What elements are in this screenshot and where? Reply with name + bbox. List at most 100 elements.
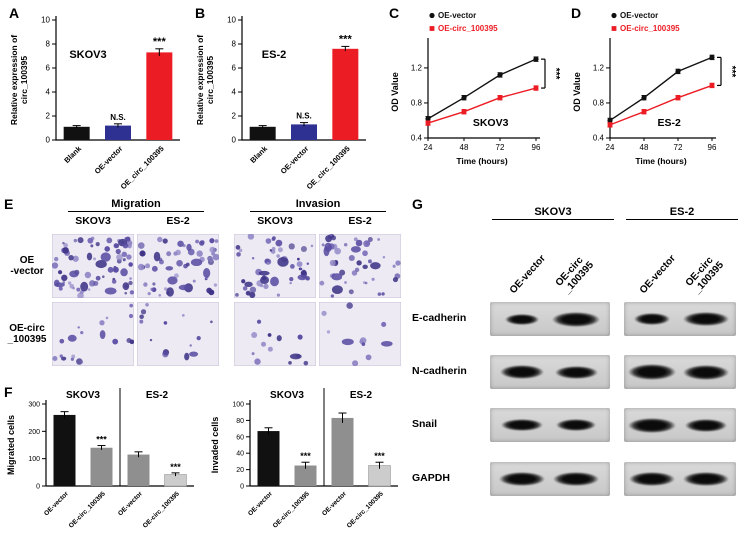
svg-text:Invaded cells: Invaded cells: [210, 417, 220, 474]
protein-band: [629, 472, 675, 486]
svg-text:0.8: 0.8: [593, 98, 605, 107]
svg-text:Relative expression of: Relative expression of: [195, 35, 205, 125]
svg-text:N.S.: N.S.: [110, 113, 126, 122]
transwell-image: [319, 234, 401, 298]
protein-band: [501, 419, 543, 431]
protein-band: [683, 472, 729, 486]
blot-row-label: E-cadherin: [412, 312, 467, 324]
panel-g: G SKOV3 ES-2 E-cadherin N-cadherin Snail GA…: [412, 196, 745, 540]
svg-text:Migrated cells: Migrated cells: [6, 415, 16, 475]
panel-e-label: E: [4, 196, 14, 212]
svg-text:OE-vector: OE-vector: [117, 490, 144, 517]
svg-text:OD Value: OD Value: [390, 72, 400, 112]
panel-f: F 0 100 200 300 OE-vector *** OE-circ_100395 OE…: [4, 384, 408, 540]
svg-text:***: ***: [550, 68, 561, 80]
svg-text:24: 24: [606, 143, 615, 152]
svg-text:OE-vector: OE-vector: [321, 490, 348, 517]
protein-band: [685, 418, 727, 432]
lane-label: OE-circ _100395: [553, 254, 597, 296]
transwell-image: [52, 234, 134, 298]
western-blot: [624, 408, 736, 442]
svg-text:6: 6: [232, 64, 237, 73]
svg-text:4: 4: [46, 88, 51, 97]
transwell-image: [52, 302, 134, 366]
svg-text:100: 100: [232, 402, 244, 409]
svg-text:0: 0: [240, 484, 244, 491]
western-blot: [490, 355, 610, 389]
panel-a-bar-chart: 0 2 4 6 8 10 Blank OE-vector OE_circ_100395 N.S. *…: [6, 4, 188, 196]
protein-band: [628, 417, 676, 433]
svg-text:0.4: 0.4: [411, 134, 423, 143]
panel-e-grid: Migration Invasion SKOV3 ES-2 SKOV3 ES-2: [52, 198, 406, 384]
svg-text:***: ***: [300, 451, 311, 461]
svg-text:0.4: 0.4: [593, 134, 605, 143]
svg-text:***: ***: [153, 36, 167, 48]
row-label-line: OE: [19, 255, 35, 266]
protein-band: [556, 419, 596, 431]
svg-text:48: 48: [460, 143, 469, 152]
panel-b-bar-chart: 0 2 4 6 8 10 Blank OE-vector OE_circ_100395 N.S. *…: [192, 4, 374, 196]
svg-text:B: B: [195, 5, 205, 21]
svg-text:SKOV3: SKOV3: [69, 49, 106, 61]
protein-band: [500, 365, 544, 379]
svg-text:OD Value: OD Value: [572, 72, 582, 112]
svg-text:2: 2: [232, 112, 237, 121]
svg-text:***: ***: [96, 435, 107, 445]
svg-text:200: 200: [28, 429, 40, 436]
blot-row-label: GAPDH: [412, 472, 450, 484]
col-header: ES-2: [348, 215, 372, 227]
blot-row-label: Snail: [412, 418, 438, 430]
svg-text:N.S.: N.S.: [296, 112, 312, 121]
row-label-oe-vector: OE -vector: [4, 255, 50, 277]
svg-text:Blank: Blank: [248, 143, 269, 164]
svg-text:SKOV3: SKOV3: [270, 390, 304, 401]
row-label-line: OE-circ: [9, 323, 45, 334]
protein-band: [499, 472, 545, 486]
svg-text:ES-2: ES-2: [262, 49, 286, 61]
svg-text:OE-vector: OE-vector: [43, 490, 70, 517]
svg-text:72: 72: [674, 143, 683, 152]
svg-text:ES-2: ES-2: [657, 117, 681, 129]
svg-text:circ_100395: circ_100395: [205, 56, 215, 104]
svg-text:SKOV3: SKOV3: [473, 117, 509, 129]
svg-text:0: 0: [232, 136, 237, 145]
transwell-image: [234, 302, 316, 366]
svg-text:20: 20: [236, 467, 244, 474]
es2-header: ES-2: [626, 206, 738, 220]
svg-text:60: 60: [236, 434, 244, 441]
svg-text:4: 4: [232, 88, 237, 97]
protein-band: [683, 364, 729, 380]
svg-text:circ_100395: circ_100395: [19, 56, 29, 104]
protein-band: [628, 364, 676, 380]
svg-text:***: ***: [339, 33, 353, 45]
svg-text:D: D: [571, 5, 581, 21]
svg-text:OE-vector: OE-vector: [279, 144, 311, 176]
transwell-image: [319, 302, 401, 366]
panel-g-label: G: [412, 196, 423, 212]
row-label-line: _100395: [7, 334, 47, 345]
svg-text:OE-circ_100395: OE-circ_100395: [68, 490, 107, 529]
western-blot: [490, 302, 610, 336]
col-header: ES-2: [166, 215, 190, 227]
western-blot: [624, 302, 736, 336]
svg-text:24: 24: [424, 143, 433, 152]
lane-label: OE-vector: [637, 253, 678, 296]
svg-text:Time (hours): Time (hours): [456, 156, 507, 166]
svg-text:ES-2: ES-2: [350, 390, 373, 401]
panel-e: E Migration Invasion SKOV3 ES-2 SKOV3 ES…: [4, 196, 408, 384]
transwell-image: [137, 302, 219, 366]
lane-label: OE-circ _100395: [683, 254, 727, 296]
transwell-image: [137, 234, 219, 298]
svg-text:SKOV3: SKOV3: [66, 390, 100, 401]
invasion-header: Invasion: [250, 198, 386, 212]
svg-text:***: ***: [726, 66, 737, 78]
svg-text:8: 8: [232, 40, 237, 49]
svg-text:OE-vector: OE-vector: [93, 144, 125, 176]
svg-text:10: 10: [41, 16, 50, 25]
svg-text:OE_circ_100395: OE_circ_100395: [119, 144, 166, 191]
svg-text:6: 6: [46, 64, 51, 73]
western-blot: [490, 408, 610, 442]
svg-text:96: 96: [708, 143, 717, 152]
panel-f-label: F: [4, 384, 13, 400]
